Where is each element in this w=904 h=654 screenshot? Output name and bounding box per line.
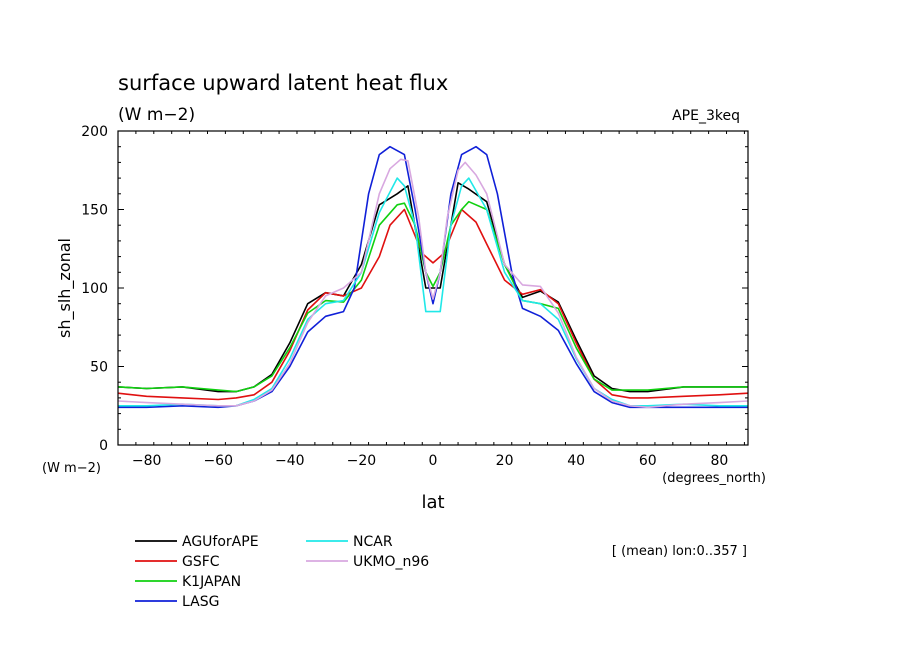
y-axis-units: (W m−2) [42, 461, 101, 476]
y-tick-label: 100 [81, 281, 108, 297]
x-tick-label: 80 [710, 453, 728, 469]
legend-entry-label: UKMO_n96 [353, 554, 429, 570]
x-tick-label: 20 [496, 453, 514, 469]
x-tick-label: 40 [567, 453, 585, 469]
x-tick-label: 60 [639, 453, 657, 469]
chart-title: surface upward latent heat flux [118, 71, 448, 95]
legend-entry-label: AGUforAPE [182, 534, 259, 550]
x-tick-label: 0 [429, 453, 438, 469]
series-group [118, 145, 748, 409]
legend-entry-label: K1JAPAN [182, 574, 241, 590]
series-line-aguforape [118, 182, 748, 393]
x-axis-units: (degrees_north) [662, 471, 766, 486]
x-tick-label: −60 [203, 453, 233, 469]
x-axis-label: lat [421, 492, 444, 513]
series-line-ncar [118, 177, 748, 407]
y-tick-label: 0 [99, 438, 108, 454]
legend-entry-label: NCAR [353, 534, 393, 550]
series-line-k1japan [118, 200, 748, 393]
series-line-gsfc [118, 208, 748, 401]
series-line-ukmo-n96 [118, 158, 748, 409]
y-axis-label: sh_slh_zonal [55, 238, 75, 338]
y-tick-label: 150 [81, 203, 108, 219]
chart-subtitle: (W m−2) [118, 105, 195, 125]
legend-entry-label: LASG [182, 594, 219, 610]
dataset-label: APE_3keq [672, 108, 740, 124]
legend: AGUforAPE GSFC K1JAPAN LASG NCAR UKMO_n96 [135, 534, 429, 610]
y-tick-label: 50 [90, 360, 108, 376]
x-tick-label: −40 [275, 453, 305, 469]
series-line-lasg [118, 145, 748, 409]
averaging-note: [ (mean) lon:0..357 ] [612, 544, 747, 559]
x-tick-label: −20 [347, 453, 377, 469]
plot-area: −80 −60 −40 −20 0 20 40 60 80 0 50 100 150 200 [81, 124, 749, 469]
x-tick-label: −80 [132, 453, 162, 469]
y-tick-label: 200 [81, 124, 108, 140]
legend-entry-label: GSFC [182, 554, 220, 570]
